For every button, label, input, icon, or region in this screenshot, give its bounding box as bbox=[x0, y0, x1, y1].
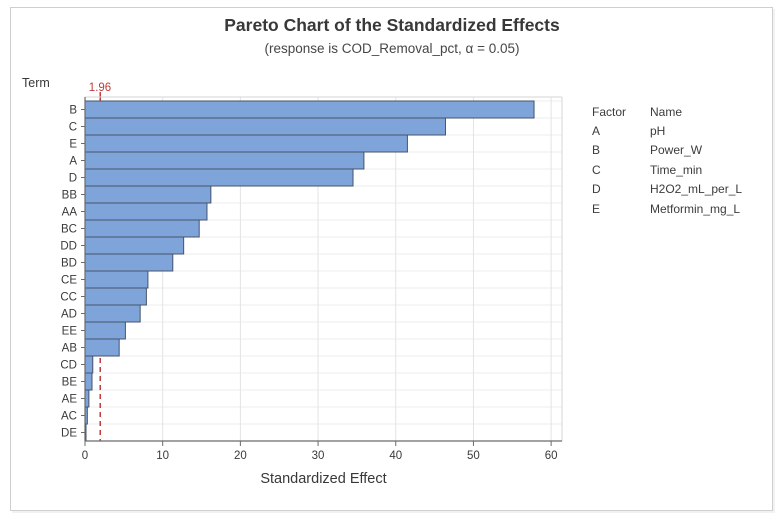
pareto-bar-AD bbox=[84, 304, 141, 323]
pareto-bar-EE bbox=[84, 321, 126, 340]
chart-title: Pareto Chart of the Standardized Effects bbox=[224, 15, 560, 35]
term-label: BD bbox=[61, 258, 77, 270]
legend-name: H2O2_mL_per_L bbox=[650, 182, 743, 197]
x-tick-label: 40 bbox=[389, 450, 402, 462]
bars-layer bbox=[84, 100, 535, 442]
legend-factor: C bbox=[592, 162, 601, 177]
term-label: AC bbox=[61, 411, 77, 423]
term-label: CD bbox=[60, 360, 77, 372]
pareto-bar-B bbox=[84, 100, 535, 119]
x-tick-label: 60 bbox=[545, 450, 558, 462]
pareto-bar-D bbox=[84, 168, 354, 187]
pareto-bar-BB bbox=[84, 185, 212, 204]
x-tick-label: 50 bbox=[467, 450, 480, 462]
chart-subtitle: (response is COD_Removal_pct, α = 0.05) bbox=[264, 41, 520, 56]
pareto-bar-AB bbox=[84, 338, 120, 357]
term-label: AA bbox=[62, 207, 78, 219]
term-label: D bbox=[69, 173, 77, 185]
pareto-bar-CC bbox=[84, 287, 147, 306]
legend-name: Metformin_mg_L bbox=[650, 201, 741, 216]
term-label: AD bbox=[61, 309, 77, 321]
legend-name: Time_min bbox=[650, 162, 703, 177]
term-label: BC bbox=[61, 224, 77, 236]
term-label: DE bbox=[61, 428, 77, 440]
legend-row: B Power_W bbox=[592, 141, 742, 160]
legend-header-name: Name bbox=[650, 104, 683, 119]
legend-factor: E bbox=[592, 201, 601, 216]
x-tick-label: 20 bbox=[234, 450, 247, 462]
legend-factor: D bbox=[592, 182, 601, 197]
x-tick-label: 30 bbox=[312, 450, 325, 462]
legend-factor: A bbox=[592, 124, 601, 139]
pareto-bar-CE bbox=[84, 270, 149, 289]
pareto-bar-DD bbox=[84, 236, 185, 255]
legend-header-factor: Factor bbox=[592, 104, 627, 119]
pareto-bar-A bbox=[84, 151, 365, 170]
legend-row: C Time_min bbox=[592, 160, 742, 179]
term-label: BB bbox=[62, 190, 78, 202]
x-tick-label: 10 bbox=[156, 450, 169, 462]
term-label: BE bbox=[62, 377, 78, 389]
pareto-bar-BD bbox=[84, 253, 174, 272]
pareto-bar-E bbox=[84, 134, 408, 153]
legend-factor: B bbox=[592, 143, 601, 158]
pareto-bar-CD bbox=[84, 355, 94, 374]
x-axis-title: Standardized Effect bbox=[260, 471, 387, 487]
term-label: CE bbox=[61, 275, 77, 287]
legend-name: Power_W bbox=[650, 143, 703, 158]
pareto-bar-BE bbox=[84, 372, 93, 391]
x-tick-label: 0 bbox=[82, 450, 88, 462]
term-label: EE bbox=[62, 326, 78, 338]
legend-row: D H2O2_mL_per_L bbox=[592, 180, 742, 199]
pareto-bar-BC bbox=[84, 219, 200, 238]
pareto-bar-AA bbox=[84, 202, 208, 221]
reference-value-label: 1.96 bbox=[89, 82, 111, 94]
legend-header-row: Factor Name bbox=[592, 102, 742, 121]
pareto-bar-C bbox=[84, 117, 446, 136]
legend-row: E Metformin_mg_L bbox=[592, 199, 742, 218]
term-label: AE bbox=[62, 394, 78, 406]
term-label: E bbox=[69, 139, 77, 151]
legend-name: pH bbox=[650, 124, 666, 139]
term-label: B bbox=[69, 105, 77, 117]
term-label: AB bbox=[62, 343, 78, 355]
term-label: DD bbox=[60, 241, 77, 253]
term-label: CC bbox=[60, 292, 77, 304]
term-label: A bbox=[69, 156, 77, 168]
y-axis-title: Term bbox=[22, 76, 50, 90]
term-label: C bbox=[69, 122, 77, 134]
